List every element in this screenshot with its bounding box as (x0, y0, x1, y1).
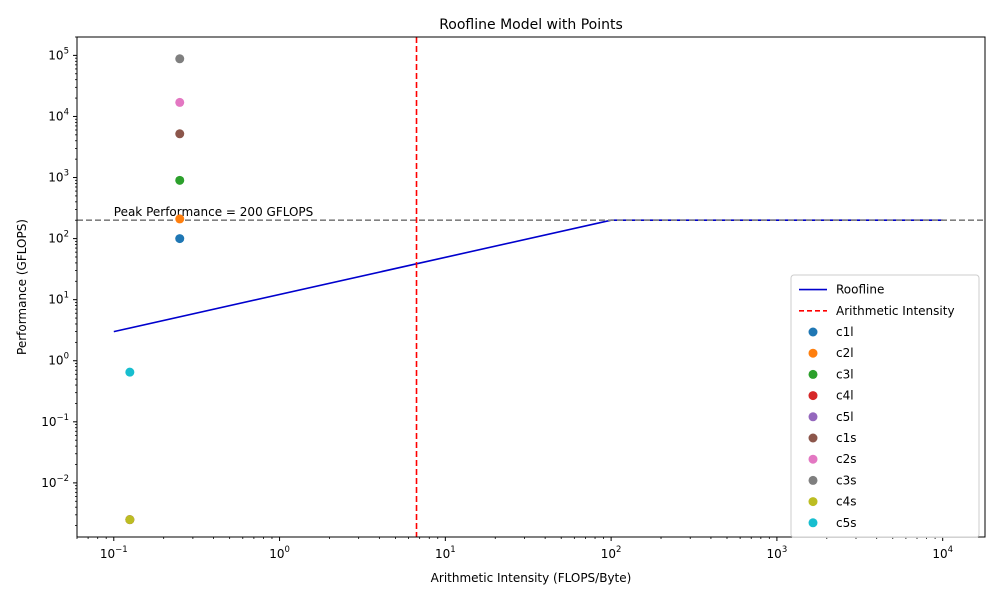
legend-swatch-c4l (808, 391, 818, 401)
x-tick-label: 101 (435, 545, 456, 561)
legend-swatch-c5s (808, 518, 818, 528)
y-tick-label: 10−1 (41, 413, 69, 429)
legend-label-c1l: c1l (836, 325, 854, 339)
point-c3l (175, 175, 185, 185)
legend-label-c5s: c5s (836, 516, 856, 530)
legend-label-c5l: c5l (836, 410, 854, 424)
point-c2s (175, 97, 185, 107)
legend-label-c4l: c4l (836, 389, 854, 403)
legend-swatch-c3l (808, 369, 818, 379)
legend-box (790, 274, 980, 538)
point-c3s (175, 54, 185, 64)
peak-performance-label: Peak Performance = 200 GFLOPS (114, 205, 314, 219)
y-tick-label: 10−2 (41, 474, 69, 490)
y-tick-label: 100 (48, 352, 69, 368)
x-tick-label: 10−1 (100, 545, 128, 561)
legend-roofline-label: Roofline (836, 283, 884, 297)
y-tick-label: 102 (48, 230, 69, 246)
point-c2l (175, 214, 185, 224)
y-tick-label: 101 (48, 291, 69, 307)
legend-label-c2s: c2s (836, 452, 856, 466)
x-tick-label: 103 (767, 545, 788, 561)
legend-label-c1s: c1s (836, 431, 856, 445)
legend-swatch-c2s (808, 454, 818, 464)
legend-label-c4s: c4s (836, 495, 856, 509)
y-axis-label: Performance (GFLOPS) (15, 219, 29, 355)
y-tick-label: 105 (48, 46, 69, 62)
legend: Roofline Arithmetic Intensity c1l c2l c3l c4l… (790, 274, 980, 538)
legend-arithmetic-intensity-label: Arithmetic Intensity (836, 304, 955, 318)
x-axis-label: Arithmetic Intensity (FLOPS/Byte) (431, 571, 632, 585)
point-c5s (125, 367, 135, 377)
legend-label-c3s: c3s (836, 473, 856, 487)
point-c4s (125, 515, 135, 525)
x-tick-label: 102 (601, 545, 622, 561)
legend-label-c3l: c3l (836, 367, 854, 381)
legend-swatch-c5l (808, 412, 818, 422)
y-tick-label: 104 (48, 107, 69, 123)
point-c1s (175, 129, 185, 139)
y-tick-label: 103 (48, 169, 69, 185)
chart-title: Roofline Model with Points (439, 17, 623, 33)
point-c1l (175, 234, 185, 244)
legend-swatch-c1s (808, 433, 818, 443)
x-tick-label: 100 (269, 545, 290, 561)
legend-swatch-c4s (808, 497, 818, 507)
x-tick-label: 104 (932, 545, 953, 561)
legend-swatch-c3s (808, 475, 818, 485)
legend-swatch-c1l (808, 327, 818, 337)
axes-frame (76, 36, 986, 538)
legend-swatch-c2l (808, 348, 818, 358)
legend-label-c2l: c2l (836, 346, 854, 360)
